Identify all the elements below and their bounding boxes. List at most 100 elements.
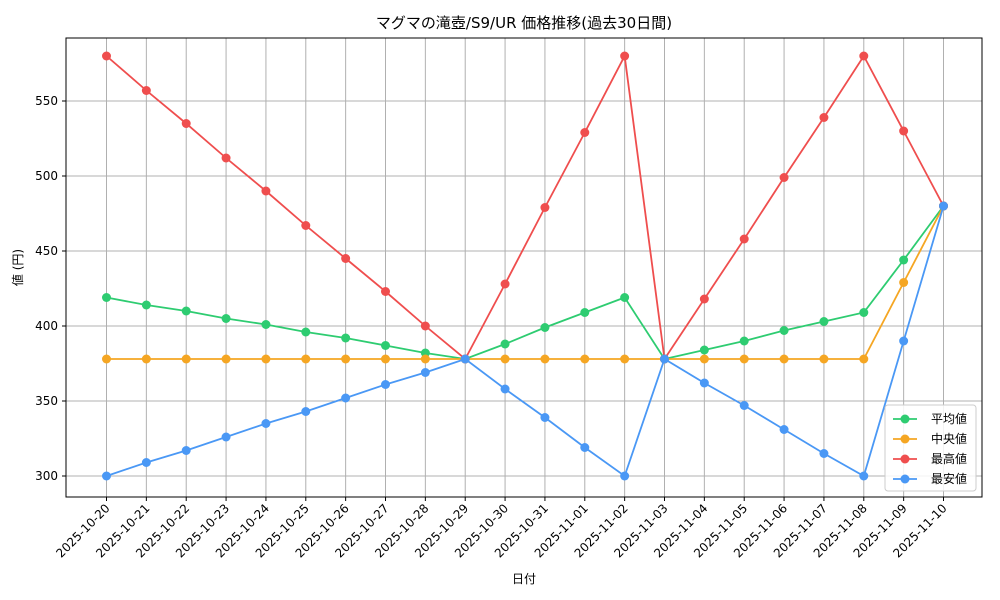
data-point xyxy=(181,306,191,316)
data-point xyxy=(141,86,151,95)
data-point xyxy=(819,317,829,326)
data-point xyxy=(381,380,390,389)
data-point xyxy=(341,254,351,263)
data-point xyxy=(261,320,271,329)
data-point xyxy=(540,323,550,332)
data-point xyxy=(420,321,430,331)
legend-item: 最高値 xyxy=(893,451,967,466)
legend-marker xyxy=(900,434,910,444)
data-point xyxy=(939,201,948,211)
data-point xyxy=(102,51,111,61)
plot-area-frame xyxy=(65,37,983,498)
data-point xyxy=(102,354,111,364)
data-point xyxy=(261,354,271,364)
data-point xyxy=(381,354,390,364)
series-line xyxy=(105,53,945,362)
data-point xyxy=(181,354,191,364)
data-point xyxy=(500,384,510,394)
y-axis-label: 値 (円) xyxy=(10,249,25,286)
data-point xyxy=(899,126,909,136)
data-point xyxy=(301,221,311,230)
legend-label: 最安値 xyxy=(931,471,967,486)
data-point xyxy=(301,354,311,364)
x-axis-label: 日付 xyxy=(512,572,536,586)
y-tick-label: 450 xyxy=(35,244,58,258)
data-point xyxy=(301,407,311,416)
series-2 xyxy=(102,201,948,364)
legend-item: 平均値 xyxy=(893,411,967,426)
data-point xyxy=(381,341,390,350)
data-point xyxy=(580,354,590,364)
series-line xyxy=(106,205,945,360)
data-point xyxy=(819,449,829,458)
legend-marker xyxy=(900,474,910,484)
data-point xyxy=(739,234,749,244)
y-tick-label: 500 xyxy=(35,169,58,183)
legend-label: 最高値 xyxy=(931,451,967,466)
data-point xyxy=(221,432,231,442)
legend-marker xyxy=(900,454,910,464)
data-point xyxy=(859,354,869,364)
data-point xyxy=(341,333,351,343)
legend-item: 中央値 xyxy=(893,431,967,446)
data-point xyxy=(580,443,590,452)
data-point xyxy=(620,471,630,481)
data-point xyxy=(699,354,709,364)
y-tick-label: 550 xyxy=(35,94,58,108)
data-point xyxy=(141,300,151,310)
data-point xyxy=(301,327,311,337)
data-point xyxy=(540,413,550,422)
data-point xyxy=(221,354,231,364)
legend-item: 最安値 xyxy=(893,471,967,486)
data-point xyxy=(420,354,430,364)
chart-title: マグマの滝壺/S9/UR 価格推移(過去30日間) xyxy=(376,14,672,32)
data-point xyxy=(341,393,351,403)
data-point xyxy=(899,278,909,287)
data-point xyxy=(102,293,111,302)
data-point xyxy=(660,354,669,364)
data-point xyxy=(420,368,430,377)
data-point xyxy=(739,336,749,346)
data-point xyxy=(341,354,351,364)
legend-marker xyxy=(900,414,910,424)
legend-label: 中央値 xyxy=(931,431,967,446)
data-point xyxy=(500,354,510,364)
data-point xyxy=(261,419,271,428)
data-point xyxy=(620,354,630,364)
series-lines xyxy=(102,51,948,481)
y-tick-label: 400 xyxy=(35,319,58,333)
y-tick-label: 350 xyxy=(35,394,58,408)
data-point xyxy=(739,401,749,410)
y-axis-ticks: 300 350 400 450 500 550 xyxy=(35,94,66,483)
data-point xyxy=(261,186,271,196)
data-point xyxy=(819,113,829,122)
data-point xyxy=(141,354,151,364)
data-point xyxy=(899,255,909,265)
legend-label: 平均値 xyxy=(931,411,967,426)
data-point xyxy=(540,203,550,212)
data-point xyxy=(221,153,231,163)
legend-box xyxy=(884,404,977,492)
data-point xyxy=(620,293,630,302)
series-4 xyxy=(102,201,948,481)
data-point xyxy=(500,279,510,289)
series-line xyxy=(106,205,945,478)
data-point xyxy=(779,354,789,364)
data-point xyxy=(779,173,789,182)
data-point xyxy=(699,294,709,304)
data-point xyxy=(859,471,869,481)
data-point xyxy=(859,308,869,317)
data-point xyxy=(102,471,111,481)
data-point xyxy=(460,354,470,364)
data-point xyxy=(540,354,550,364)
data-point xyxy=(699,345,709,355)
data-point xyxy=(699,378,709,388)
data-point xyxy=(181,119,191,128)
data-point xyxy=(779,326,789,335)
data-point xyxy=(779,425,789,434)
data-point xyxy=(141,458,151,467)
data-point xyxy=(500,339,510,349)
data-point xyxy=(181,446,191,455)
